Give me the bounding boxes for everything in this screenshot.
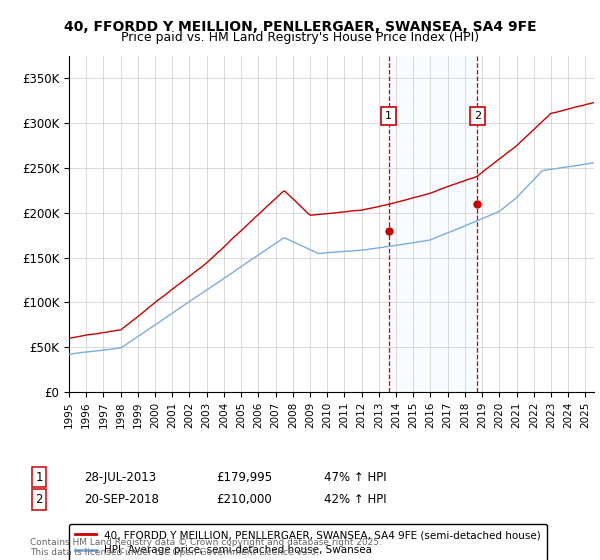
Text: £210,000: £210,000 — [216, 493, 272, 506]
Text: 1: 1 — [385, 111, 392, 121]
Text: Price paid vs. HM Land Registry's House Price Index (HPI): Price paid vs. HM Land Registry's House … — [121, 31, 479, 44]
Text: 1: 1 — [35, 470, 43, 484]
Text: 2: 2 — [474, 111, 481, 121]
Text: 28-JUL-2013: 28-JUL-2013 — [84, 470, 156, 484]
Text: Contains HM Land Registry data © Crown copyright and database right 2025.
This d: Contains HM Land Registry data © Crown c… — [30, 538, 382, 557]
Text: 42% ↑ HPI: 42% ↑ HPI — [324, 493, 386, 506]
Text: 47% ↑ HPI: 47% ↑ HPI — [324, 470, 386, 484]
Legend: 40, FFORDD Y MEILLION, PENLLERGAER, SWANSEA, SA4 9FE (semi-detached house), HPI:: 40, FFORDD Y MEILLION, PENLLERGAER, SWAN… — [69, 524, 547, 560]
Bar — [389, 56, 477, 392]
Text: 2: 2 — [35, 493, 43, 506]
Text: £179,995: £179,995 — [216, 470, 272, 484]
Text: 40, FFORDD Y MEILLION, PENLLERGAER, SWANSEA, SA4 9FE: 40, FFORDD Y MEILLION, PENLLERGAER, SWAN… — [64, 20, 536, 34]
Text: 20-SEP-2018: 20-SEP-2018 — [84, 493, 159, 506]
